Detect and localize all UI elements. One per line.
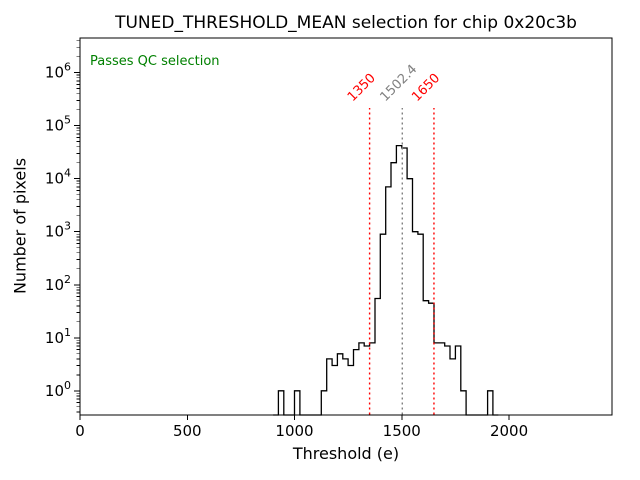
histogram-line [273, 144, 499, 416]
y-tick-label: 100 [45, 379, 71, 400]
x-tick-label: 1500 [383, 422, 421, 440]
y-tick-label: 104 [45, 167, 71, 188]
x-tick-label: 1000 [275, 422, 313, 440]
y-tick-label: 101 [45, 326, 71, 347]
y-axis-minor-ticks [76, 40, 80, 413]
chart-title: TUNED_THRESHOLD_MEAN selection for chip … [115, 13, 577, 33]
axes-frame [79, 37, 613, 416]
x-tick-label: 0 [75, 422, 85, 440]
y-axis-ticks: 100 101 102 103 104 105 106 [45, 61, 80, 400]
x-tick-label: 500 [173, 422, 202, 440]
x-tick-label: 2000 [490, 422, 528, 440]
y-tick-label: 105 [45, 114, 71, 135]
y-axis-label: Number of pixels [10, 157, 30, 295]
y-tick-label: 106 [45, 61, 71, 82]
vline-label-1350: 1350 [345, 71, 379, 105]
x-axis-ticks: 0 500 1000 1500 2000 [75, 415, 528, 440]
y-tick-label: 103 [45, 220, 71, 241]
y-tick-label: 102 [45, 273, 71, 294]
x-axis-label: Threshold (e) [292, 444, 400, 463]
qc-annotation: Passes QC selection [90, 54, 220, 69]
